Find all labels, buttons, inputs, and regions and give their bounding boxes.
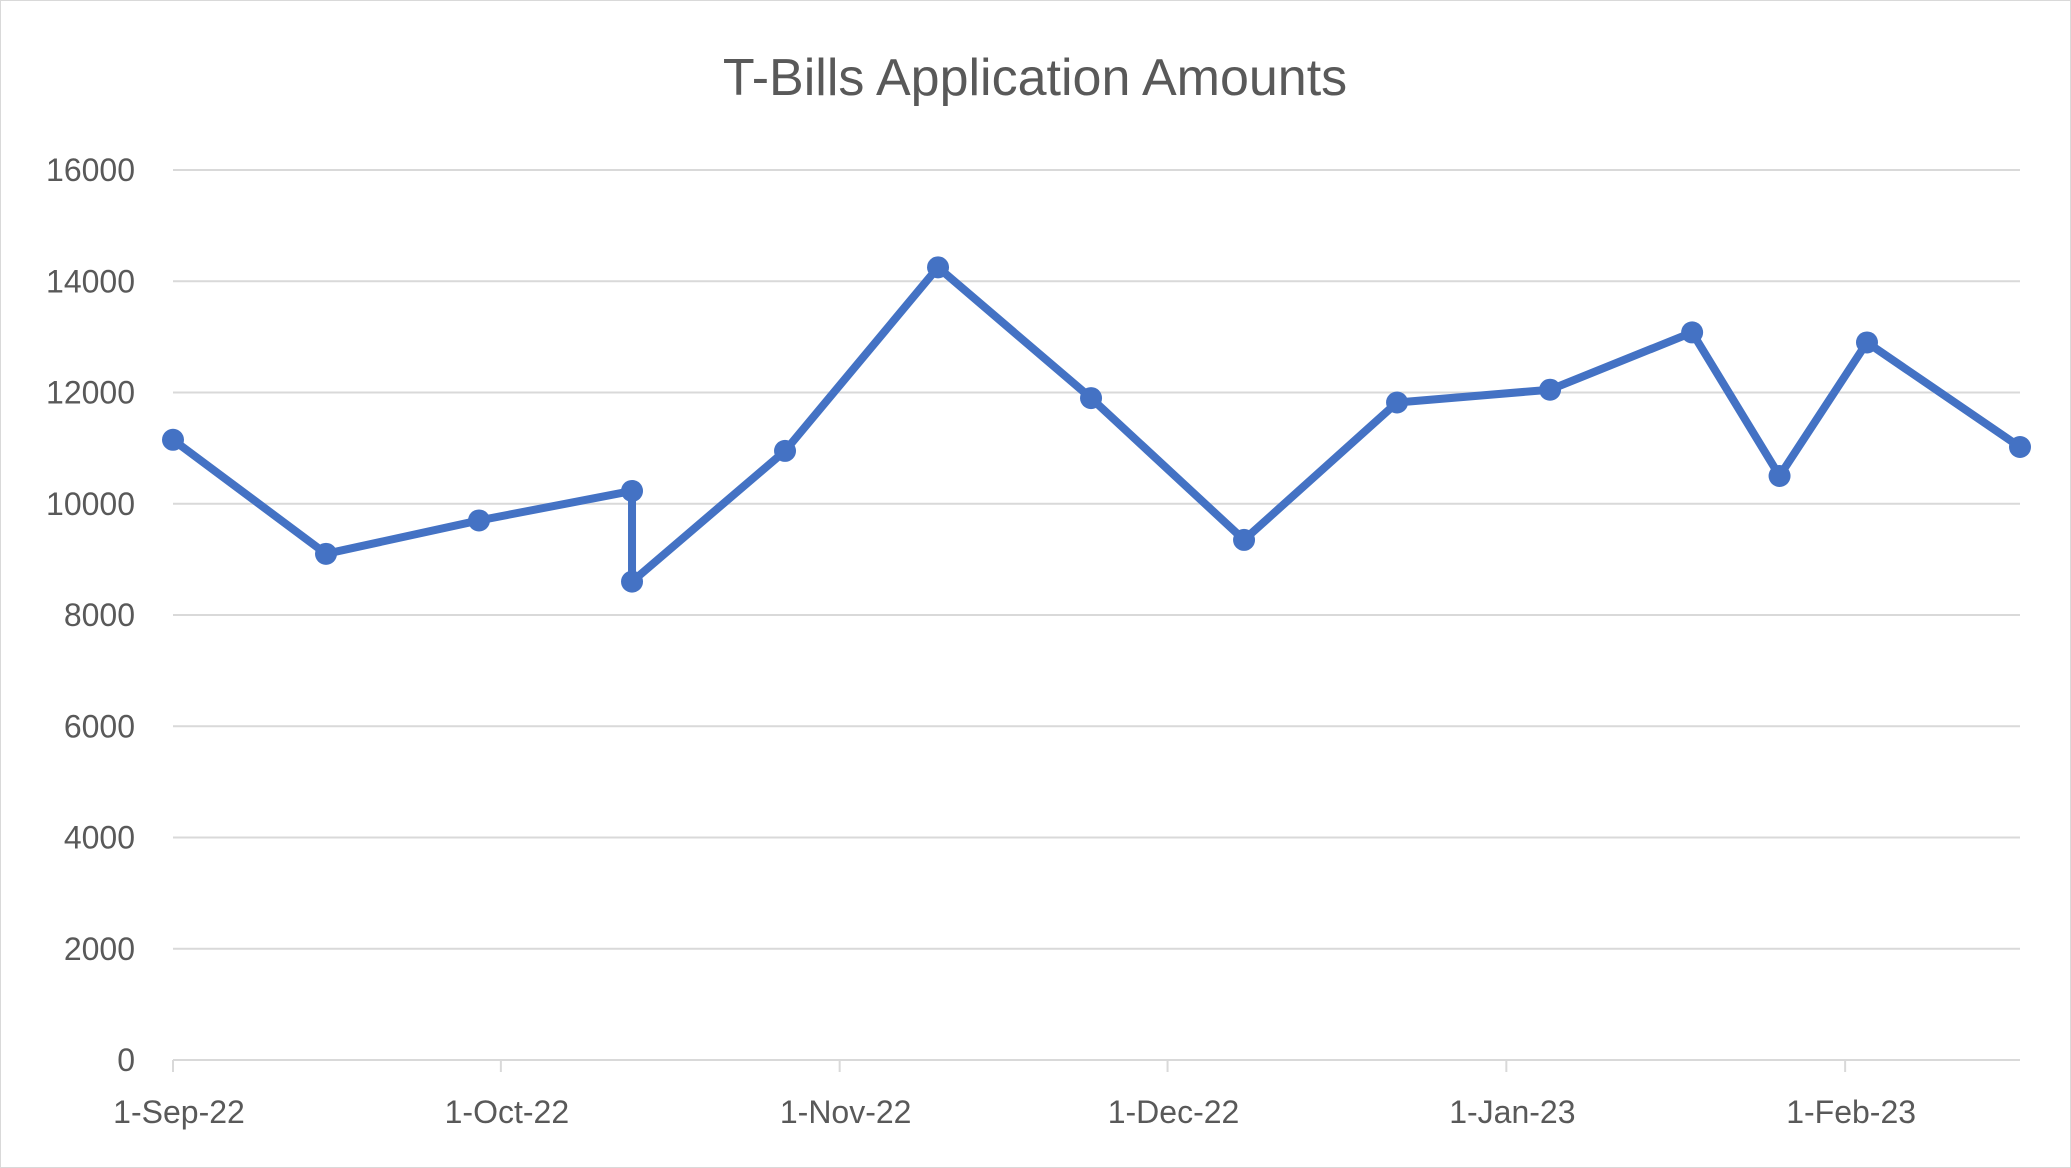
y-axis: 0 2000 4000 6000 8000 10000 12000 14000 16000 <box>46 152 135 1078</box>
data-point <box>1386 391 1409 414</box>
data-point <box>1768 464 1791 487</box>
x-tick-label: 1-Dec-22 <box>1108 1094 1240 1130</box>
y-tick-label: 12000 <box>46 375 135 411</box>
data-point <box>468 509 491 532</box>
y-tick-label: 16000 <box>46 152 135 188</box>
y-tick-label: 10000 <box>46 486 135 522</box>
x-axis: 1-Sep-22 1-Oct-22 1-Nov-22 1-Dec-22 1-Jan-23… <box>113 1059 2020 1130</box>
series-line <box>169 263 2024 586</box>
y-tick-label: 2000 <box>64 931 135 967</box>
x-tick-label: 1-Feb-23 <box>1786 1094 1916 1130</box>
data-point <box>1855 331 1878 354</box>
data-point <box>2009 436 2031 459</box>
data-point <box>315 542 338 565</box>
series-group <box>162 256 2031 593</box>
y-tick-label: 4000 <box>64 820 135 856</box>
data-point <box>621 570 644 593</box>
x-tick-label: 1-Nov-22 <box>780 1094 912 1130</box>
data-point <box>1080 387 1103 410</box>
y-tick-label: 0 <box>117 1042 135 1078</box>
data-point <box>927 256 950 279</box>
x-tick-label: 1-Sep-22 <box>113 1094 245 1130</box>
data-point <box>1681 321 1704 344</box>
x-tick-label: 1-Oct-22 <box>445 1094 569 1130</box>
data-point <box>621 479 644 502</box>
data-point <box>1539 378 1562 401</box>
y-tick-label: 6000 <box>64 708 135 744</box>
x-tick-label: 1-Jan-23 <box>1449 1094 1575 1130</box>
data-point <box>774 439 797 462</box>
y-tick-label: 8000 <box>64 597 135 633</box>
chart-title: T-Bills Application Amounts <box>723 49 1347 107</box>
gridlines <box>173 169 2020 950</box>
data-point <box>1233 528 1256 551</box>
data-point <box>162 428 184 451</box>
y-tick-label: 14000 <box>46 263 135 299</box>
